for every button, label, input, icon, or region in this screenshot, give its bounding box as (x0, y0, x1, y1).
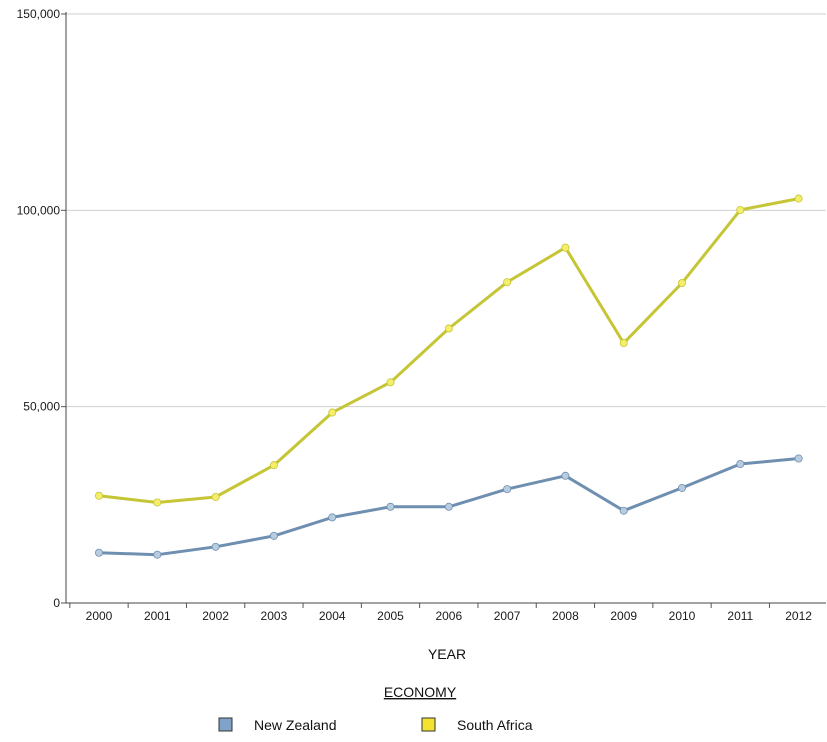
legend-label-new-zealand: New Zealand (254, 717, 337, 733)
data-point-new-zealand (386, 502, 395, 511)
x-tick-label: 2003 (261, 609, 288, 623)
data-point-new-zealand (736, 459, 745, 468)
gridlines (66, 13, 826, 408)
legend: New Zealand South Africa (218, 717, 533, 733)
y-tick-label: 50,000 (23, 400, 60, 414)
y-tick-label: 150,000 (17, 7, 61, 21)
legend-swatch-new-zealand (218, 717, 233, 732)
data-point-south-africa (561, 243, 570, 252)
data-point-south-africa (328, 408, 337, 417)
data-point-south-africa (678, 278, 687, 287)
data-point-south-africa (736, 205, 745, 214)
data-point-new-zealand (95, 548, 104, 557)
x-tick-label: 2005 (377, 609, 404, 623)
data-point-south-africa (95, 491, 104, 500)
data-point-south-africa (794, 194, 803, 203)
x-tick-label: 2009 (610, 609, 637, 623)
series-line-south-africa (97, 197, 801, 504)
data-point-south-africa (444, 324, 453, 333)
data-point-south-africa (619, 339, 628, 348)
data-point-new-zealand (153, 550, 162, 559)
data-point-south-africa (153, 498, 162, 507)
x-axis-label: YEAR (428, 646, 466, 662)
legend-title: ECONOMY (384, 684, 457, 700)
x-tick-label: 2002 (202, 609, 229, 623)
series-lines (97, 197, 801, 557)
data-point-new-zealand (794, 454, 803, 463)
y-tick-label: 100,000 (17, 203, 61, 217)
data-point-south-africa (269, 461, 278, 470)
x-tick-label: 2000 (86, 609, 113, 623)
data-point-new-zealand (619, 506, 628, 515)
x-tick-label: 2001 (144, 609, 171, 623)
legend-label-south-africa: South Africa (457, 717, 533, 733)
data-point-new-zealand (328, 513, 337, 522)
axes: 0 50,000 100,000 150,000 2000 2001 2002 2003 200… (17, 7, 826, 623)
data-point-new-zealand (211, 542, 220, 551)
x-tick-label: 2006 (435, 609, 462, 623)
x-tick-label: 2007 (494, 609, 521, 623)
data-point-new-zealand (678, 483, 687, 492)
data-point-new-zealand (269, 531, 278, 540)
x-tick-label: 2008 (552, 609, 579, 623)
data-point-south-africa (211, 492, 220, 501)
y-tick-label: 0 (53, 596, 60, 610)
data-point-new-zealand (444, 502, 453, 511)
data-point-south-africa (503, 278, 512, 287)
legend-swatch-south-africa (421, 717, 436, 732)
x-tick-label: 2004 (319, 609, 346, 623)
data-point-new-zealand (561, 471, 570, 480)
x-tick-label: 2012 (785, 609, 812, 623)
x-tick-label: 2011 (727, 609, 753, 623)
data-point-new-zealand (503, 485, 512, 494)
series-markers (95, 194, 803, 559)
x-tick-label: 2010 (669, 609, 696, 623)
data-point-south-africa (386, 378, 395, 387)
